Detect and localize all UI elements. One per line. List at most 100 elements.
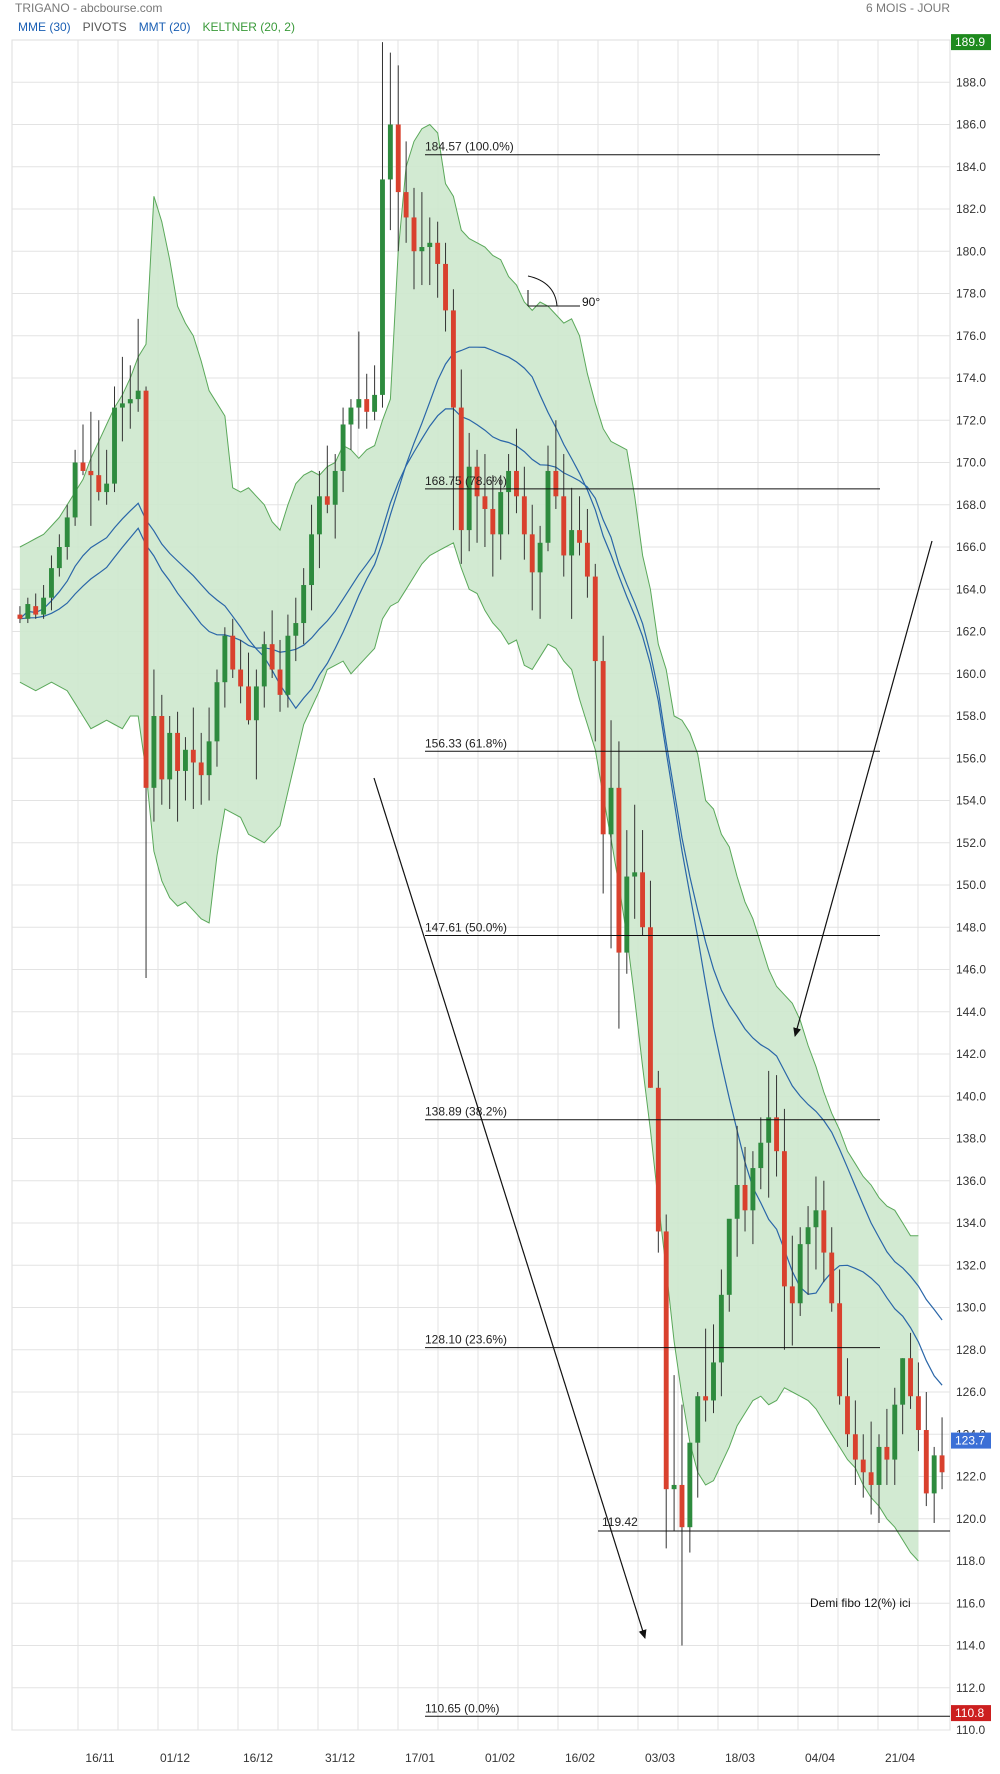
fib-level-label: 168.75 (78.6%) — [425, 474, 507, 488]
candle — [837, 1269, 843, 1405]
candle-body — [931, 1455, 937, 1494]
candle-body — [175, 732, 181, 771]
candle — [679, 1404, 685, 1646]
candle-body — [25, 604, 31, 619]
y-tick-label: 188.0 — [956, 75, 986, 89]
y-tick-label: 170.0 — [956, 456, 986, 470]
candle-body — [766, 1117, 772, 1143]
candle-body — [253, 686, 259, 721]
candle-body — [797, 1244, 803, 1304]
y-tick-label: 180.0 — [956, 244, 986, 258]
x-tick-label: 18/03 — [725, 1751, 755, 1765]
candle — [774, 1075, 779, 1177]
candle — [324, 445, 330, 514]
candle-body — [852, 1434, 858, 1460]
x-tick-label: 21/04 — [885, 1751, 915, 1765]
keltner-upper-line — [19, 123, 919, 1237]
candle-body — [324, 496, 330, 505]
x-tick-label: 17/01 — [405, 1751, 435, 1765]
candle — [813, 1176, 819, 1270]
candle-body — [56, 547, 62, 569]
legend-item[interactable]: KELTNER (20, 2) — [202, 20, 295, 34]
candle-body — [387, 124, 393, 180]
candle — [167, 716, 173, 809]
price-badge-box — [951, 34, 991, 51]
y-tick-label: 168.0 — [956, 498, 986, 512]
candle — [703, 1328, 709, 1422]
x-tick-label: 16/12 — [243, 1751, 273, 1765]
candle — [695, 1392, 701, 1498]
y-tick-label: 178.0 — [956, 287, 986, 301]
trend-arrow-down — [373, 777, 647, 1639]
candle-body — [411, 217, 417, 252]
legend-item[interactable]: PIVOTS — [82, 20, 127, 34]
candle — [458, 369, 464, 564]
candle — [230, 618, 236, 678]
y-tick-label: 132.0 — [956, 1258, 986, 1272]
candle-body — [537, 542, 543, 573]
candle-body — [443, 263, 448, 311]
y-tick-label: 128.0 — [956, 1343, 986, 1357]
candle — [450, 289, 456, 531]
candle — [892, 1387, 898, 1485]
candle-body — [679, 1484, 685, 1528]
candle-body — [372, 394, 378, 412]
candle-body — [490, 508, 496, 535]
candle-body — [17, 614, 23, 619]
candle — [884, 1408, 890, 1485]
candle-body — [261, 644, 267, 687]
candle-body — [506, 470, 512, 493]
y-tick-label: 154.0 — [956, 794, 986, 808]
candle-body — [514, 470, 519, 497]
candle — [545, 445, 551, 552]
candle — [112, 386, 117, 493]
candle — [380, 42, 385, 408]
candle-body — [718, 1294, 724, 1363]
y-tick-label: 138.0 — [956, 1132, 986, 1146]
mmt-20-line — [19, 346, 943, 1386]
legend-item[interactable]: MME (30) — [18, 20, 71, 34]
candle — [584, 508, 590, 598]
y-tick-label: 118.0 — [956, 1554, 985, 1568]
candle-body — [395, 124, 401, 193]
candle — [127, 365, 133, 429]
candle — [222, 627, 228, 708]
keltner-band — [19, 124, 919, 1561]
candle — [159, 694, 165, 805]
candle — [624, 830, 630, 974]
candle — [183, 737, 188, 801]
candle-body — [655, 1087, 661, 1232]
candle — [443, 242, 448, 332]
y-tick-label: 156.0 — [956, 751, 986, 765]
angle-arc — [527, 275, 558, 307]
x-tick-label: 04/04 — [805, 1751, 835, 1765]
candle-body — [577, 530, 582, 543]
candle — [104, 449, 110, 505]
candle-body — [876, 1446, 882, 1485]
candle — [253, 669, 259, 780]
candle-body — [96, 475, 102, 493]
y-tick-label: 182.0 — [956, 202, 986, 216]
candle-body — [892, 1404, 898, 1460]
candle — [427, 217, 433, 286]
candle-body — [781, 1151, 787, 1287]
candle — [600, 635, 606, 894]
legend-item[interactable]: MMT (20) — [138, 20, 191, 34]
candle-body — [695, 1396, 701, 1443]
candle-body — [183, 749, 188, 771]
candle-body — [726, 1218, 732, 1295]
candle-body — [829, 1252, 835, 1304]
candle — [80, 424, 86, 476]
candle-body — [167, 732, 173, 780]
candle — [805, 1206, 811, 1295]
candle-body — [616, 787, 622, 953]
candle — [17, 606, 23, 624]
candle-body — [884, 1446, 890, 1460]
candle — [671, 1375, 677, 1532]
chart-source-title: TRIGANO - abcbourse.com — [15, 1, 163, 15]
candle-body — [33, 606, 39, 615]
price-badge-box — [951, 1432, 991, 1449]
candle — [718, 1269, 724, 1397]
candle — [301, 568, 307, 645]
candle-body — [380, 179, 385, 395]
